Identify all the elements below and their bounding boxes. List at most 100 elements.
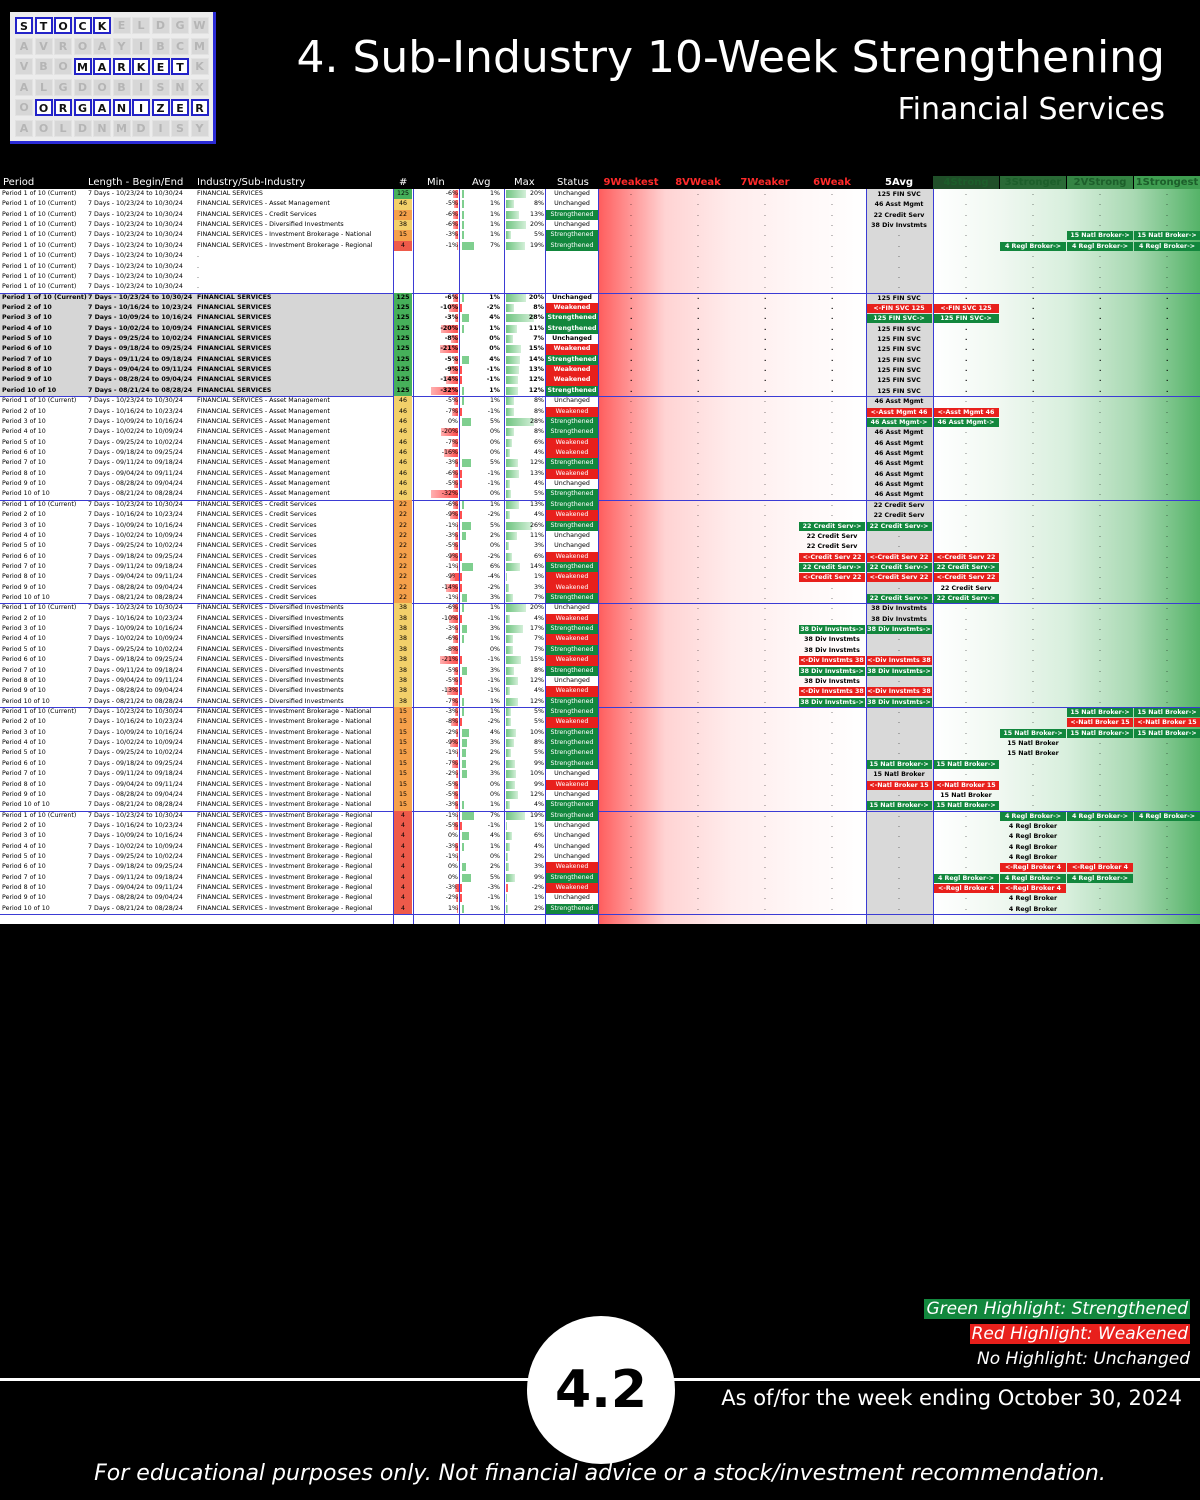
level-label: 15 Natl Broker->	[1134, 231, 1200, 241]
period-cell: Period 9 of 10	[2, 376, 52, 384]
count-cell: 38	[394, 675, 412, 687]
empty-level-marker: .	[1032, 562, 1035, 570]
empty-level-marker: .	[898, 853, 901, 861]
max-cell: 13%	[530, 469, 544, 477]
empty-level-marker: .	[764, 687, 767, 695]
period-cell: Period 3 of 10	[2, 832, 46, 840]
length-cell: 7 Days - 09/25/24 to 10/02/24	[88, 542, 183, 550]
min-bar	[453, 780, 458, 789]
status-cell: Weakened	[546, 717, 598, 728]
empty-level-marker: .	[1166, 428, 1169, 436]
empty-level-marker: .	[630, 438, 633, 446]
industry-cell: .	[197, 262, 200, 270]
max-cell: 4%	[534, 801, 544, 809]
status-cell: Weakened	[546, 365, 598, 376]
empty-level-marker: .	[697, 407, 700, 415]
industry-cell: FINANCIAL SERVICES	[197, 355, 272, 363]
min-cell: -6%	[445, 604, 458, 612]
min-cell: -3%	[445, 231, 458, 239]
min-bar	[452, 469, 458, 478]
max-cell: 8%	[534, 739, 544, 747]
count-cell: 125	[394, 385, 412, 397]
max-bar	[506, 345, 521, 354]
empty-level-marker: .	[898, 821, 901, 829]
min-bar	[430, 386, 458, 395]
table-row: Period 6 of 10 7 Days - 09/18/24 to 09/25…	[0, 862, 1200, 873]
empty-level-marker: .	[1166, 303, 1169, 311]
empty-level-marker: .	[764, 759, 767, 767]
empty-level-marker: .	[965, 449, 968, 456]
empty-level-marker: .	[630, 708, 633, 715]
avg-cell: 1%	[490, 210, 500, 218]
min-bar	[451, 718, 458, 727]
count-cell: 125	[394, 334, 412, 345]
empty-level-marker: .	[1166, 884, 1169, 892]
max-bar	[506, 904, 508, 913]
industry-cell: FINANCIAL SERVICES	[197, 293, 272, 301]
min-bar	[455, 801, 458, 810]
empty-level-marker: .	[831, 811, 834, 819]
max-bar	[506, 449, 510, 457]
empty-level-marker: .	[630, 511, 633, 519]
length-cell: 7 Days - 09/18/24 to 09/25/24	[88, 552, 183, 560]
empty-level-marker: .	[1099, 397, 1102, 405]
empty-level-marker: .	[1099, 759, 1102, 767]
max-cell: 13%	[530, 210, 544, 218]
min-cell: -14%	[440, 376, 458, 384]
min-cell: -6%	[445, 635, 458, 643]
length-cell: 7 Days - 10/09/24 to 10/16/24	[88, 625, 183, 633]
min-bar	[440, 345, 458, 354]
empty-level-marker: .	[630, 417, 633, 425]
min-cell: -21%	[441, 656, 458, 664]
table-row: Period 3 of 10 7 Days - 10/09/24 to 10/16…	[0, 313, 1200, 324]
min-bar	[456, 894, 458, 903]
empty-level-marker: .	[1099, 573, 1102, 581]
length-cell: 7 Days - 08/21/24 to 08/28/24	[88, 801, 183, 809]
empty-level-marker: .	[1099, 894, 1102, 902]
industry-cell: FINANCIAL SERVICES - Asset Management	[197, 449, 330, 456]
status-cell: Strengthened	[546, 903, 598, 915]
logo-background-letter: O	[54, 58, 72, 75]
count-cell: 22	[394, 551, 412, 562]
status-cell: Strengthened	[546, 644, 598, 656]
avg-bar	[460, 376, 462, 385]
avg-cell: -1%	[486, 366, 500, 374]
logo-background-letter: B	[112, 78, 131, 96]
empty-level-marker: .	[1166, 469, 1169, 477]
length-cell: 7 Days - 09/04/24 to 09/11/24	[88, 676, 183, 684]
length-cell: 7 Days - 09/11/24 to 09/18/24	[88, 562, 183, 570]
table-row: Period 2 of 10 7 Days - 10/16/24 to 10/23…	[0, 820, 1200, 832]
avg-bar	[462, 770, 468, 779]
empty-level-marker: .	[764, 252, 767, 260]
column-divider	[413, 189, 414, 924]
min-cell: -3%	[445, 531, 458, 539]
empty-level-marker: .	[630, 366, 633, 374]
count-cell: 22	[394, 209, 412, 221]
empty-level-marker: .	[1099, 687, 1102, 695]
empty-level-marker: .	[697, 511, 700, 519]
status-cell: Unchanged	[554, 480, 590, 488]
avg-cell: -4%	[487, 573, 500, 581]
level-label: 46 Asst Mgmt	[874, 470, 924, 478]
empty-level-marker: .	[764, 573, 767, 581]
table-row: Period 3 of 10 7 Days - 10/09/24 to 10/16…	[0, 416, 1200, 428]
empty-level-marker: .	[764, 770, 767, 778]
empty-level-marker: .	[1166, 438, 1169, 446]
level-label: 15 Natl Broker	[1007, 750, 1059, 758]
empty-level-marker: .	[697, 884, 700, 892]
count-cell: 15	[394, 738, 412, 749]
empty-level-marker: .	[1032, 718, 1035, 726]
length-cell: 7 Days - 10/23/24 to 10/30/24	[88, 241, 183, 249]
avg-bar	[462, 728, 469, 737]
col-header-level-3: 7Weaker	[740, 177, 790, 188]
level-label: <-Natl Broker 15	[933, 780, 999, 790]
table-row: Period 10 of 10 7 Days - 08/21/24 to 08/2…	[0, 903, 1200, 915]
max-bar	[506, 428, 514, 437]
empty-level-marker: .	[1166, 904, 1169, 912]
min-bar	[453, 200, 458, 209]
avg-cell: 0%	[489, 335, 500, 343]
empty-level-marker: .	[764, 324, 767, 332]
status-cell: Unchanged	[554, 853, 590, 861]
empty-level-marker: .	[1166, 407, 1169, 415]
count-cell: 125	[394, 354, 412, 366]
